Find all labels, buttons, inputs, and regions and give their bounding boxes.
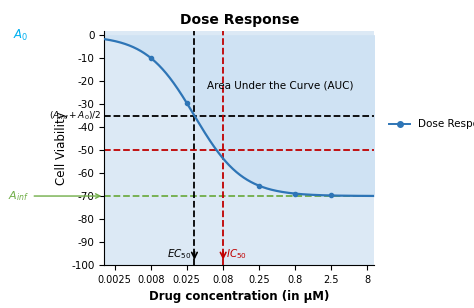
Legend: Dose Response: Dose Response <box>385 115 474 134</box>
Y-axis label: Cell Viability: Cell Viability <box>55 111 68 185</box>
Text: Area Under the Curve (AUC): Area Under the Curve (AUC) <box>207 81 354 91</box>
Text: $IC_{50}$: $IC_{50}$ <box>226 248 246 261</box>
Title: Dose Response: Dose Response <box>180 13 299 27</box>
Text: $A_0$: $A_0$ <box>13 28 28 43</box>
X-axis label: Drug concentration (in μM): Drug concentration (in μM) <box>149 290 329 303</box>
Text: $(A_{inf}+A_0)/2$: $(A_{inf}+A_0)/2$ <box>49 109 101 122</box>
Text: $EC_{50}$: $EC_{50}$ <box>167 248 192 261</box>
Text: $A_{inf}$: $A_{inf}$ <box>8 189 100 203</box>
